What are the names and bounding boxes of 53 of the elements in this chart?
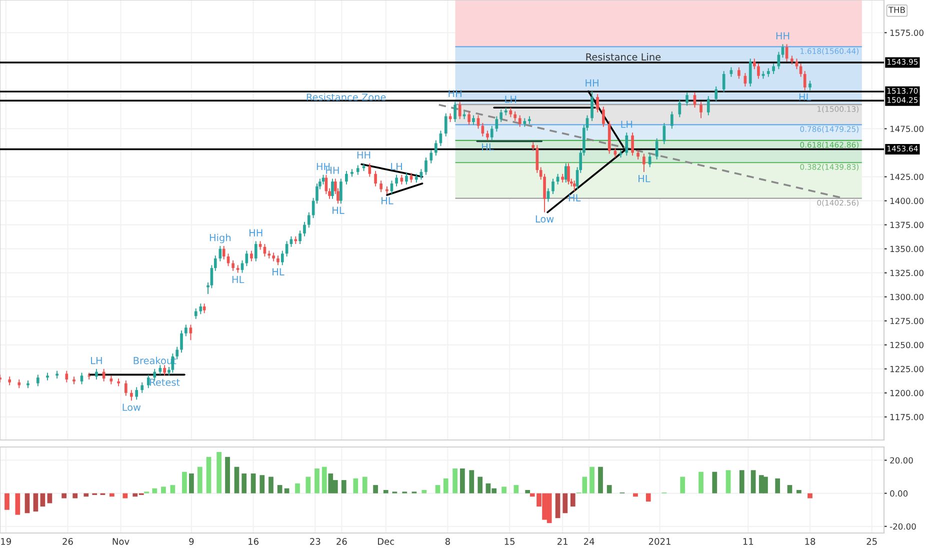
band-label: Resistance Line: [586, 53, 661, 61]
x-tick-label: 15: [504, 538, 515, 545]
y-tick-label: 0.00: [890, 490, 908, 497]
x-tick-label: 18: [805, 538, 816, 545]
annotation: Retest: [150, 378, 180, 386]
y-tick-label: 1250.00: [890, 342, 924, 348]
annotation: LH: [91, 357, 102, 364]
x-tick-label: Nov: [112, 538, 130, 545]
x-tick-label: 26: [62, 538, 73, 545]
y-tick-label: 1325.00: [890, 270, 924, 276]
annotation: LH: [505, 96, 516, 103]
x-tick-label: 25: [866, 538, 877, 545]
annotation: HL: [568, 194, 581, 202]
x-tick-label: 19: [1, 538, 11, 545]
annotation: LH: [391, 162, 402, 170]
y-tick-label: 1350.00: [890, 246, 924, 252]
x-tick-label: 2021: [648, 538, 670, 545]
y-tick-label: 1300.00: [890, 294, 924, 300]
annotation: HL: [332, 206, 344, 214]
x-tick-label: 21: [557, 538, 568, 545]
y-tick-label: -20.00: [890, 523, 916, 530]
x-tick-label: 16: [248, 538, 258, 545]
x-tick-label: 26: [336, 538, 347, 545]
y-tick-label: 1425.00: [890, 174, 924, 180]
x-tick-label: 24: [584, 538, 594, 545]
annotation: High: [210, 234, 231, 244]
x-tick-label: 9: [189, 538, 194, 545]
x-tick-label: 23: [310, 538, 320, 545]
annotation: HL: [382, 197, 394, 204]
annotation: HH: [250, 229, 262, 236]
y-tick-label: 1225.00: [890, 366, 924, 372]
annotation: Resistance Zone: [306, 93, 386, 101]
annotation: HH: [776, 32, 790, 40]
annotation: HH: [586, 79, 598, 86]
y-tick-label: 1375.00: [890, 222, 924, 228]
annotation: HL: [272, 268, 284, 276]
annotation: Low: [122, 404, 141, 411]
annotation: HL: [638, 175, 650, 182]
x-tick-label: 8: [445, 538, 450, 545]
y-tick-label: 1200.00: [890, 390, 924, 396]
x-tick-label: Dec: [378, 538, 394, 545]
y-axis-title: THB: [888, 6, 905, 13]
x-tick-label: 11: [743, 538, 754, 545]
annotation: HL: [232, 276, 244, 284]
y-tick-label: 1400.00: [890, 198, 924, 204]
annotation: Low: [536, 215, 554, 223]
y-tick-label: 20.00: [890, 457, 913, 464]
annotation: HL: [799, 93, 812, 100]
annotation: HH: [357, 151, 370, 159]
y-tick-label: 1175.00: [890, 414, 924, 420]
y-tick-label: 1475.00: [890, 126, 924, 132]
y-tick-label: 1275.00: [890, 318, 924, 324]
y-tick-label: 1575.00: [890, 30, 924, 36]
